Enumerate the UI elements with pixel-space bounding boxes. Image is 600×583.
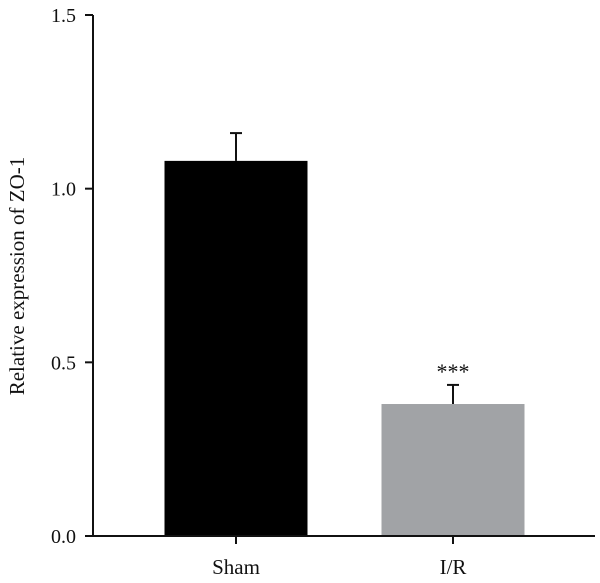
- y-tick-label: 1.0: [51, 179, 76, 201]
- bar-sham: [164, 160, 308, 536]
- y-tick-label: 1.5: [51, 5, 76, 27]
- y-axis-title: Relative expression of ZO-1: [5, 157, 29, 396]
- x-tick-label: Sham: [212, 555, 260, 579]
- bar-i-r: [381, 404, 525, 536]
- significance-label: ***: [437, 359, 470, 384]
- y-tick-label: 0.0: [51, 526, 76, 548]
- x-tick-label: I/R: [440, 555, 467, 579]
- y-tick-label: 0.5: [51, 352, 76, 374]
- plot-area: 0.0 0.5 1.0 1.5 Sham I/R ***: [51, 5, 525, 579]
